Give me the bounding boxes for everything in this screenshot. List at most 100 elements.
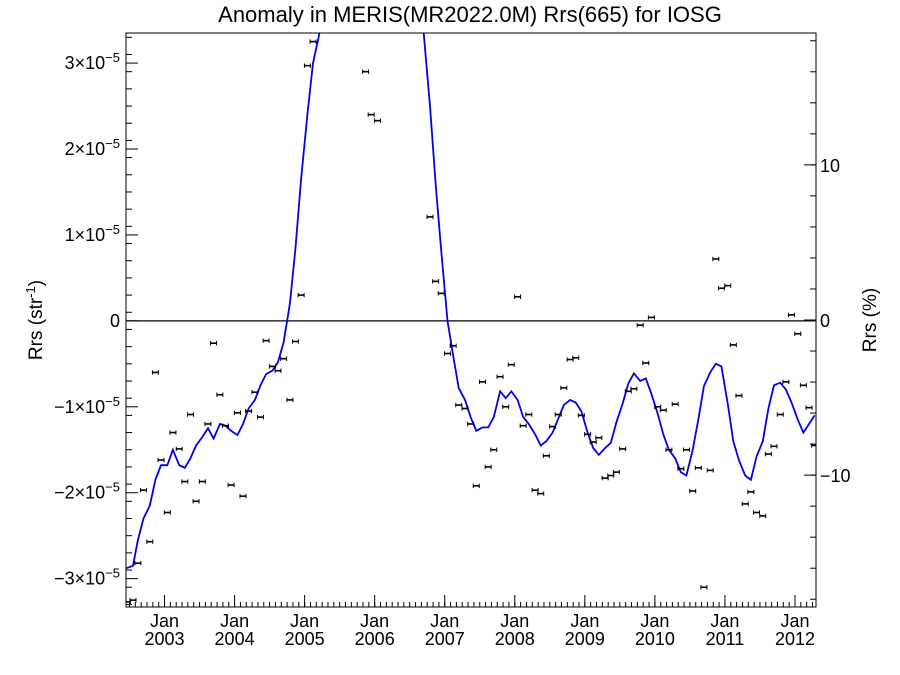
data-point bbox=[181, 479, 189, 484]
data-point bbox=[636, 322, 644, 328]
data-point bbox=[175, 446, 183, 452]
data-point bbox=[227, 482, 235, 488]
data-point bbox=[367, 112, 375, 117]
data-point bbox=[157, 457, 165, 463]
data-point bbox=[712, 256, 720, 262]
data-point bbox=[432, 279, 440, 284]
data-point bbox=[689, 488, 697, 494]
x-tick-year: 2011 bbox=[706, 629, 745, 649]
y2-tick-label: 0 bbox=[820, 311, 830, 331]
data-point bbox=[186, 412, 194, 417]
x-tick-month: Jan bbox=[150, 611, 179, 631]
data-point bbox=[210, 341, 218, 346]
data-point bbox=[467, 421, 475, 427]
data-point bbox=[764, 451, 772, 457]
data-point bbox=[472, 483, 480, 489]
data-point bbox=[782, 379, 790, 385]
data-point bbox=[221, 423, 229, 428]
data-point bbox=[741, 501, 749, 507]
y-tick-label: −1×10−5 bbox=[54, 394, 120, 417]
data-point bbox=[286, 397, 294, 403]
data-point bbox=[444, 351, 452, 356]
data-point bbox=[245, 408, 253, 414]
y-tick-label: 3×10−5 bbox=[65, 50, 120, 73]
x-tick-year: 2012 bbox=[775, 629, 815, 649]
data-point bbox=[251, 389, 259, 395]
data-point bbox=[619, 446, 627, 452]
data-point bbox=[484, 464, 492, 470]
x-tick-month: Jan bbox=[710, 611, 739, 631]
x-tick-year: 2008 bbox=[495, 629, 535, 649]
data-point bbox=[794, 331, 802, 336]
data-point bbox=[134, 560, 142, 566]
data-point bbox=[309, 39, 317, 44]
data-point bbox=[268, 364, 276, 369]
x-tick-month: Jan bbox=[360, 611, 389, 631]
data-point bbox=[554, 412, 562, 417]
data-point bbox=[129, 597, 137, 603]
data-point bbox=[805, 405, 813, 410]
data-point bbox=[659, 408, 667, 413]
y-tick-label: 0 bbox=[110, 311, 120, 331]
data-point bbox=[198, 479, 206, 484]
data-point bbox=[216, 392, 224, 397]
x-tick-month: Jan bbox=[780, 611, 809, 631]
data-point bbox=[770, 444, 778, 449]
data-point bbox=[169, 430, 177, 435]
data-point bbox=[647, 315, 655, 320]
data-point bbox=[373, 118, 381, 123]
data-point bbox=[747, 489, 755, 495]
x-tick-year: 2009 bbox=[565, 629, 605, 649]
data-point bbox=[437, 291, 445, 296]
data-point bbox=[729, 342, 737, 348]
x-tick-year: 2007 bbox=[425, 629, 465, 649]
data-point bbox=[759, 513, 767, 519]
chart-title: Anomaly in MERIS(MR2022.0M) Rrs(665) for… bbox=[218, 2, 722, 27]
data-point bbox=[706, 468, 714, 473]
data-point bbox=[239, 493, 247, 499]
x-tick-month: Jan bbox=[430, 611, 459, 631]
data-point bbox=[292, 339, 300, 344]
data-point bbox=[514, 294, 522, 299]
data-point bbox=[140, 487, 148, 493]
data-point bbox=[502, 404, 510, 409]
data-point bbox=[735, 393, 743, 398]
x-tick-year: 2010 bbox=[635, 629, 675, 649]
data-point bbox=[630, 386, 638, 391]
x-tick-year: 2005 bbox=[285, 629, 325, 649]
data-point bbox=[542, 453, 550, 458]
data-point bbox=[479, 379, 487, 385]
data-point bbox=[525, 412, 533, 417]
data-point bbox=[496, 374, 504, 379]
y-tick-label: 1×10−5 bbox=[65, 222, 120, 245]
y2-axis-label: Rrs (%) bbox=[860, 288, 881, 352]
series-line bbox=[126, 33, 816, 570]
data-point bbox=[461, 406, 469, 411]
data-point bbox=[560, 385, 568, 391]
data-point bbox=[280, 356, 288, 361]
y-tick-label: 2×10−5 bbox=[65, 136, 120, 159]
data-point bbox=[572, 355, 580, 361]
x-tick-year: 2003 bbox=[145, 629, 185, 649]
x-tick-year: 2006 bbox=[355, 629, 395, 649]
x-tick-month: Jan bbox=[640, 611, 669, 631]
data-point bbox=[233, 410, 241, 416]
y-tick-label: −2×10−5 bbox=[54, 480, 120, 503]
data-point bbox=[537, 491, 545, 496]
data-point bbox=[612, 469, 620, 475]
data-point bbox=[146, 539, 154, 544]
data-point bbox=[595, 435, 603, 440]
data-point bbox=[694, 465, 702, 470]
data-point bbox=[589, 439, 597, 445]
data-point bbox=[490, 447, 498, 452]
data-point bbox=[297, 292, 305, 298]
y-tick-label: −3×10−5 bbox=[54, 566, 120, 589]
data-point bbox=[682, 447, 690, 452]
y2-tick-label: −10 bbox=[820, 466, 851, 486]
data-point bbox=[519, 423, 527, 428]
data-point bbox=[787, 312, 795, 318]
data-point bbox=[724, 283, 732, 288]
data-point bbox=[671, 402, 679, 407]
data-point bbox=[151, 370, 159, 375]
